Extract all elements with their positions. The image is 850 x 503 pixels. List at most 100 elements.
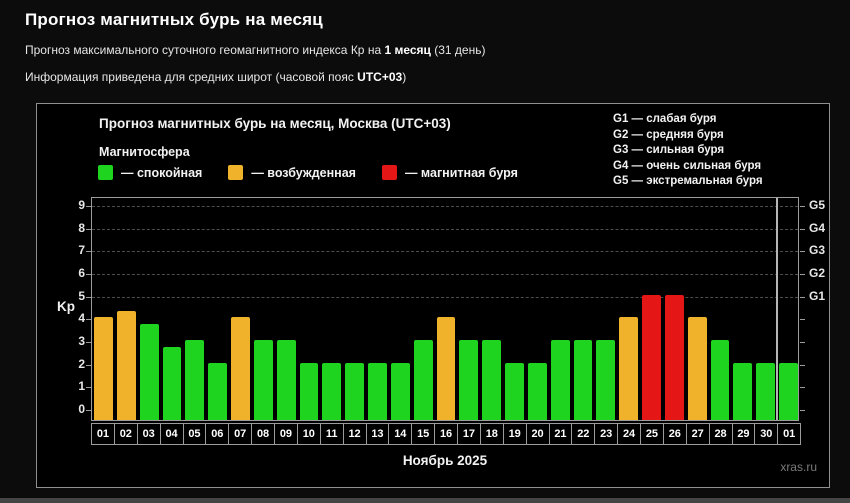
y-axis-label: Kp <box>57 299 75 314</box>
x-axis-day-labels: 01 02 03 04 05 06 07 08 09 10 11 12 13 14 15 16 17 18 19 20… <box>91 423 802 445</box>
day-label-11-idx10: 11 <box>319 423 344 445</box>
day-label-20-idx19: 20 <box>525 423 550 445</box>
kp-bar-day-23-idx22 <box>596 340 616 420</box>
y-tick-right-1 <box>800 387 805 389</box>
y-tick-left-4 <box>86 319 91 321</box>
kp-bar-day-17-idx16 <box>459 340 479 420</box>
kp-bar-day-15-idx14 <box>413 340 433 420</box>
plot-area <box>86 197 805 421</box>
legend-swatch-active <box>228 165 244 180</box>
gridline-kp7 <box>92 251 798 253</box>
day-label-09-idx8: 09 <box>274 423 298 445</box>
magnetosphere-legend: — спокойная — возбужденная — магнитная бур… <box>98 165 518 180</box>
page-header: Прогноз магнитных бурь на месяц Прогноз … <box>25 10 485 84</box>
kp-bar-day-28-idx27 <box>710 340 730 420</box>
kp-bar-day-13-idx12 <box>368 362 387 420</box>
y-axis-value-6: 6 <box>78 265 85 280</box>
day-label-22-idx21: 22 <box>571 423 596 445</box>
kp-bar-day-21-idx20 <box>550 340 570 420</box>
watermark: xras.ru <box>780 460 817 474</box>
day-label-14-idx13: 14 <box>388 423 413 445</box>
subtitle-text: Прогноз максимального суточного геомагни… <box>25 43 385 57</box>
y-tick-left-6 <box>86 273 91 275</box>
day-label-08-idx7: 08 <box>251 423 275 445</box>
storm-scale-line-g1: G1 — слабая буря <box>613 113 717 125</box>
day-label-18-idx17: 18 <box>479 423 504 445</box>
day-label-05-idx4: 05 <box>182 423 207 445</box>
storm-scale-legend: G1 — слабая буря G2 — средняя буря G3 — си… <box>613 112 763 190</box>
y-axis-value-4: 4 <box>78 311 85 326</box>
g-scale-label-g2: G2 <box>809 265 826 280</box>
month-separator-line <box>776 198 779 420</box>
y-tick-right-2 <box>800 364 805 366</box>
kp-bar-day-03-idx2 <box>139 324 159 420</box>
y-tick-right-4 <box>800 319 805 321</box>
g-scale-label-g4: G4 <box>809 220 826 235</box>
g-scale-label-g3: G3 <box>809 243 826 258</box>
legend-swatch-quiet <box>98 165 113 180</box>
kp-bar-day-14-idx13 <box>390 362 410 420</box>
day-label-06-idx5: 06 <box>205 423 230 445</box>
day-label-01-idx30: 01 <box>777 423 802 445</box>
storm-scale-line-g2: G2 — средняя буря <box>613 128 724 141</box>
y-axis-value-5: 5 <box>78 288 85 303</box>
y-tick-right-7 <box>800 251 805 253</box>
kp-bar-day-11-idx10 <box>322 362 342 420</box>
kp-bar-day-26-idx25 <box>664 294 684 420</box>
kp-bar-day-16-idx15 <box>436 317 456 420</box>
kp-bar-day-10-idx9 <box>299 362 319 420</box>
subtitle-suffix: (31 день) <box>430 43 486 57</box>
kp-bar-day-01-idx30 <box>779 362 798 420</box>
kp-bar-day-04-idx3 <box>162 346 182 420</box>
y-tick-left-3 <box>86 341 91 343</box>
note-bold: UTC+03 <box>357 70 403 84</box>
y-tick-left-1 <box>86 387 91 389</box>
y-axis-value-2: 2 <box>78 356 85 371</box>
legend-item-active: — возбужденная <box>228 165 356 180</box>
page-note: Информация приведена для средних широт (… <box>25 70 485 84</box>
y-axis-value-1: 1 <box>78 379 85 394</box>
y-tick-left-5 <box>86 296 91 298</box>
kp-bar-day-19-idx18 <box>505 362 524 420</box>
day-label-30-idx29: 30 <box>754 423 779 445</box>
day-label-23-idx22: 23 <box>594 423 619 445</box>
y-tick-right-5 <box>800 296 805 298</box>
legend-title: Магнитосфера <box>99 145 190 159</box>
y-tick-right-6 <box>800 273 805 275</box>
kp-bar-day-09-idx8 <box>276 340 296 420</box>
g-scale-label-g5: G5 <box>809 197 826 212</box>
day-label-17-idx16: 17 <box>457 423 481 445</box>
y-axis-value-9: 9 <box>78 197 85 212</box>
kp-bar-day-01-idx0 <box>94 317 113 420</box>
kp-bar-day-22-idx21 <box>573 340 593 420</box>
subtitle-bold: 1 месяц <box>384 43 431 57</box>
y-tick-left-7 <box>86 251 91 253</box>
y-tick-left-8 <box>86 228 91 230</box>
kp-bar-day-07-idx6 <box>231 317 250 420</box>
day-label-27-idx26: 27 <box>685 423 710 445</box>
storm-scale-line-g4: G4 — очень сильная буря <box>613 159 762 172</box>
kp-bar-day-12-idx11 <box>345 362 365 420</box>
day-label-15-idx14: 15 <box>411 423 436 445</box>
kp-bar-day-30-idx29 <box>756 362 776 420</box>
kp-bar-day-20-idx19 <box>527 362 547 420</box>
day-label-25-idx24: 25 <box>640 423 664 445</box>
gridline-kp9 <box>92 205 798 207</box>
kp-bar-day-08-idx7 <box>253 340 273 420</box>
page-title: Прогноз магнитных бурь на месяц <box>25 10 323 29</box>
note-suffix: ) <box>402 70 407 84</box>
y-axis-value-7: 7 <box>78 243 85 258</box>
day-label-19-idx18: 19 <box>502 423 527 445</box>
y-axis-value-3: 3 <box>78 333 85 348</box>
y-tick-right-8 <box>800 228 805 230</box>
legend-swatch-storm <box>381 165 397 180</box>
y-axis-value-0: 0 <box>78 402 85 416</box>
y-tick-right-3 <box>800 341 805 343</box>
day-label-28-idx27: 28 <box>708 423 733 445</box>
day-label-01-idx0: 01 <box>91 423 115 445</box>
y-tick-right-9 <box>800 205 805 207</box>
legend-label-active: — возбужденная <box>251 165 356 180</box>
g-scale-label-g1: G1 <box>809 288 826 303</box>
day-label-10-idx9: 10 <box>296 423 321 445</box>
page-bottom-edge <box>0 498 850 503</box>
